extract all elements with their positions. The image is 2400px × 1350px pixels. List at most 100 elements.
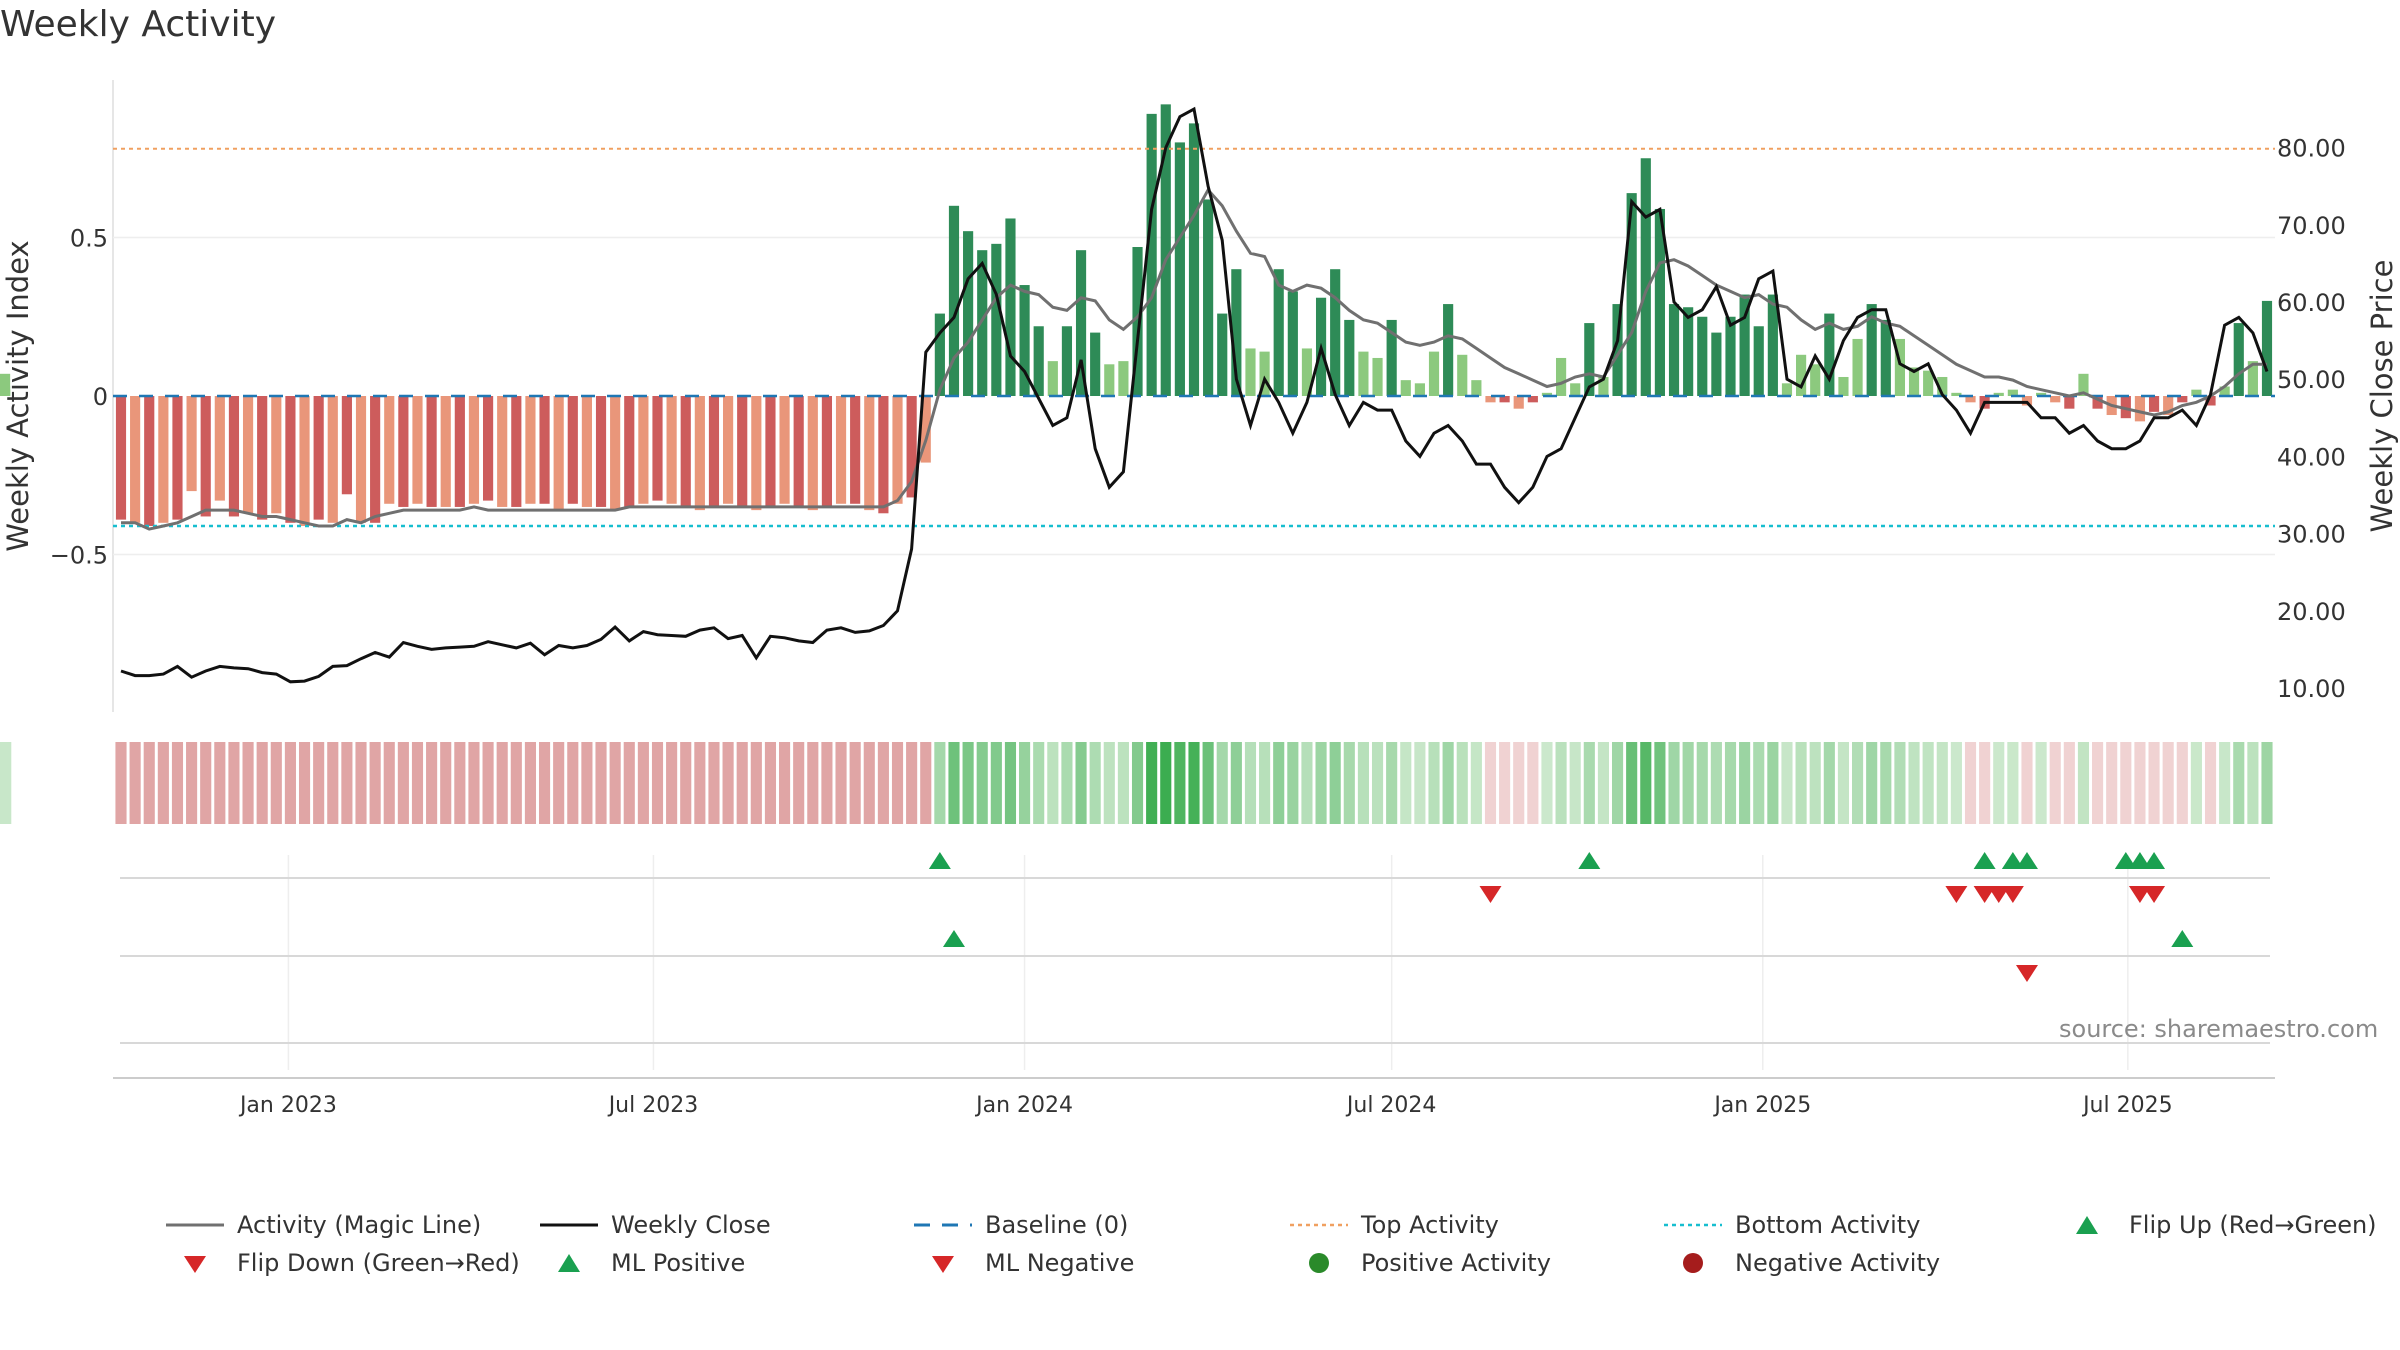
heat-strip-cell: [934, 742, 946, 824]
legend-label: Top Activity: [1360, 1211, 1499, 1239]
activity-bar: [723, 396, 734, 504]
activity-bar: [440, 396, 451, 507]
ml-negative-marker: [2015, 965, 2038, 982]
activity-bar: [2007, 389, 2018, 396]
heat-strip-cell: [1287, 742, 1299, 824]
flip-up-marker: [2001, 852, 2024, 869]
heat-strip-cell: [764, 742, 777, 824]
heat-strip-cell: [1555, 742, 1567, 824]
heat-strip-cell: [1357, 742, 1369, 824]
activity-bar: [1824, 313, 1835, 396]
heat-strip-cell: [214, 742, 226, 824]
legend-item: Bottom Activity: [1664, 1211, 1920, 1239]
activity-bar: [793, 396, 804, 507]
heat-strip-cell: [369, 742, 381, 824]
activity-bar: [384, 396, 395, 504]
heat-strip-cell: [341, 742, 353, 824]
heat-strip-cell: [2247, 742, 2259, 824]
heat-strip-cell: [496, 742, 508, 824]
flip-up-marker: [1973, 852, 1996, 869]
activity-bar: [1414, 383, 1425, 396]
heat-strip-cell: [1484, 742, 1497, 824]
legend-label: Negative Activity: [1735, 1249, 1940, 1277]
activity-bar: [1471, 380, 1482, 396]
heat-strip-cell: [524, 742, 536, 824]
activity-bar: [186, 396, 197, 492]
heat-strip-cell: [567, 742, 579, 824]
heat-strip-cell: [1710, 742, 1722, 824]
activity-bar: [1033, 326, 1044, 396]
heat-strip-cell: [793, 742, 805, 824]
heat-strip-cell: [1936, 742, 1948, 824]
heat-strip-cell: [1908, 742, 1920, 824]
heat-strip-cell: [651, 742, 664, 824]
activity-bar: [638, 396, 649, 504]
activity-bar: [1555, 357, 1567, 396]
heat-strip-cell: [157, 742, 169, 824]
heat-strip-cell: [1583, 742, 1595, 824]
heat-strip-cell: [623, 742, 635, 824]
heat-strip-cell: [1442, 742, 1454, 824]
heat-strip-cell: [1950, 742, 1962, 824]
heat-strip-cell: [1273, 742, 1285, 824]
activity-bar: [1301, 348, 1313, 396]
heat-strip-cell: [609, 742, 621, 824]
flip-up-marker: [2114, 852, 2137, 869]
legend-label: Weekly Close: [611, 1211, 771, 1239]
heat-strip-cell: [1146, 742, 1158, 824]
right-tick-label: 80.00: [2277, 135, 2346, 163]
activity-bar: [2078, 373, 2089, 396]
activity-bar: [595, 396, 607, 507]
activity-bar: [1386, 319, 1397, 396]
activity-bar: [2050, 396, 2061, 403]
activity-bar: [567, 396, 578, 504]
activity-bar: [751, 396, 762, 511]
heat-strip-cell: [1089, 742, 1101, 824]
heat-strip-cell: [1866, 742, 1878, 824]
heat-strip-cell: [1894, 742, 1906, 824]
activity-bar: [1428, 351, 1440, 396]
activity-bar: [991, 243, 1002, 396]
activity-bar: [1485, 396, 1496, 403]
activity-bar: [2148, 396, 2160, 412]
activity-bar: [482, 396, 494, 501]
heat-strip-cell: [1809, 742, 1821, 824]
heat-strip-cell: [298, 742, 311, 824]
heat-strip-cell: [1400, 742, 1412, 824]
legend-label: Positive Activity: [1361, 1249, 1551, 1277]
heat-strip-cell: [383, 742, 395, 824]
legend-swatch: [1309, 1253, 1329, 1273]
activity-bar: [652, 396, 663, 501]
heat-strip-cell: [1259, 742, 1271, 824]
activity-bar: [1923, 370, 1934, 396]
heat-strip-cell: [2190, 742, 2202, 824]
heat-strip-cell: [750, 742, 762, 824]
activity-bar: [864, 396, 875, 511]
activity-bar: [1781, 383, 1793, 396]
heat-strip-cell: [1004, 742, 1017, 824]
activity-bar: [807, 396, 818, 511]
heat-strip-cell: [1795, 742, 1807, 824]
heat-strip-cell: [736, 742, 748, 824]
activity-bar: [1852, 338, 1863, 396]
heat-strip-cell: [355, 742, 367, 824]
activity-bar: [1457, 354, 1468, 396]
right-tick-label: 50.00: [2277, 366, 2346, 394]
activity-bar: [2233, 323, 2244, 396]
right-axis-title: Weekly Close Price: [2365, 260, 2399, 533]
activity-bar: [1654, 208, 1665, 396]
heat-strip-cell: [1527, 742, 1539, 824]
heat-strip-cell: [143, 742, 155, 824]
flip-down-marker: [1479, 886, 1502, 903]
heat-strip-cell: [807, 742, 819, 824]
heat-strip-cell: [242, 742, 254, 824]
right-tick-label: 60.00: [2277, 289, 2346, 317]
heat-strip-cell: [115, 742, 127, 824]
heat-strip-cell: [1075, 742, 1087, 824]
heat-strip-cell: [186, 742, 198, 824]
activity-bar: [2205, 396, 2216, 406]
heat-strip-cell: [2021, 742, 2033, 824]
activity-bar: [158, 396, 169, 523]
heat-strip-cell: [2077, 742, 2090, 824]
activity-bar: [468, 396, 480, 504]
